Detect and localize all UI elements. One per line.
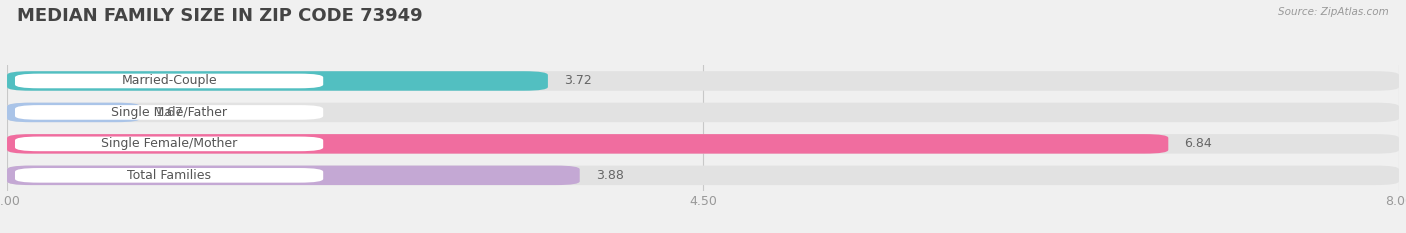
FancyBboxPatch shape [7,166,579,185]
Text: 1.67: 1.67 [156,106,184,119]
Text: 3.88: 3.88 [596,169,623,182]
Text: Single Male/Father: Single Male/Father [111,106,228,119]
FancyBboxPatch shape [7,71,1399,91]
FancyBboxPatch shape [7,103,141,122]
FancyBboxPatch shape [7,166,1399,185]
FancyBboxPatch shape [15,74,323,88]
FancyBboxPatch shape [7,103,1399,122]
FancyBboxPatch shape [15,105,323,120]
FancyBboxPatch shape [7,134,1399,154]
Text: Single Female/Mother: Single Female/Mother [101,137,238,150]
FancyBboxPatch shape [7,134,1168,154]
FancyBboxPatch shape [15,168,323,183]
FancyBboxPatch shape [7,71,548,91]
Text: MEDIAN FAMILY SIZE IN ZIP CODE 73949: MEDIAN FAMILY SIZE IN ZIP CODE 73949 [17,7,422,25]
FancyBboxPatch shape [15,137,323,151]
Text: Total Families: Total Families [127,169,211,182]
Text: 6.84: 6.84 [1184,137,1212,150]
Text: Married-Couple: Married-Couple [121,75,217,87]
Text: Source: ZipAtlas.com: Source: ZipAtlas.com [1278,7,1389,17]
Text: 3.72: 3.72 [564,75,592,87]
